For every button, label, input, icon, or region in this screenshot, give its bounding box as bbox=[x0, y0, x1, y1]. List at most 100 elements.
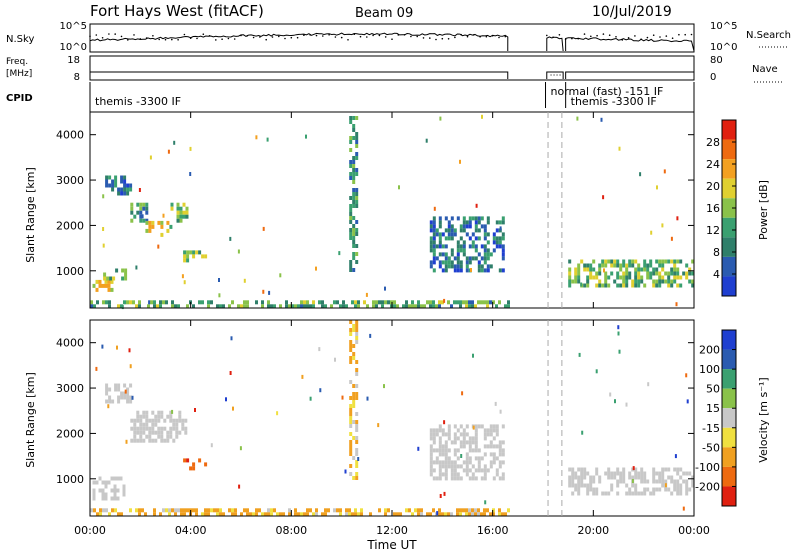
power-cell-9 bbox=[471, 300, 474, 305]
velocity-cell-6 bbox=[417, 512, 420, 517]
power-cell-9 bbox=[372, 300, 375, 305]
velocity-cell-5 bbox=[586, 491, 590, 496]
power-cell-2 bbox=[111, 183, 115, 188]
velocity-cell-6 bbox=[288, 508, 291, 513]
velocity-cell-5 bbox=[688, 487, 692, 492]
power-cell-8 bbox=[589, 263, 593, 268]
plot-title: Fort Hays West (fitACF) bbox=[90, 2, 264, 20]
power-cell-6 bbox=[198, 250, 202, 255]
velocity-colorbar-segment bbox=[722, 447, 736, 467]
velocity-speck bbox=[460, 454, 463, 458]
power-cell-9 bbox=[129, 300, 132, 305]
velocity-speck bbox=[194, 408, 196, 412]
power-cell-9 bbox=[435, 304, 438, 309]
velocity-cell-6 bbox=[348, 508, 351, 513]
power-cell-7 bbox=[459, 268, 463, 273]
power-cell-7 bbox=[501, 268, 505, 273]
power-cell-8 bbox=[658, 271, 662, 276]
velocity-cell-6 bbox=[129, 508, 132, 513]
velocity-cell-4 bbox=[489, 424, 493, 429]
velocity-cell-2 bbox=[163, 418, 167, 423]
power-cell-3 bbox=[145, 210, 149, 215]
power-cell-9 bbox=[405, 304, 408, 309]
velocity-cell-7 bbox=[349, 348, 353, 352]
velocity-cell-6 bbox=[501, 512, 504, 517]
velocity-colorbar-segment bbox=[722, 369, 736, 389]
velocity-cell-4 bbox=[444, 448, 448, 453]
velocity-cell-7 bbox=[349, 412, 353, 416]
velocity-cell-4 bbox=[489, 432, 493, 437]
power-cell-8 bbox=[661, 263, 665, 268]
power-cell-9 bbox=[105, 300, 108, 305]
power-cell-7 bbox=[429, 264, 433, 269]
nsky-dot bbox=[646, 36, 649, 39]
power-cell-8 bbox=[592, 275, 596, 280]
power-cell-7 bbox=[474, 248, 478, 253]
power-speck bbox=[149, 155, 152, 160]
power-cell-0 bbox=[110, 287, 114, 292]
velocity-cell-6 bbox=[387, 508, 390, 513]
velocity-colorbar-tick-label: -15 bbox=[702, 422, 720, 435]
power-speck bbox=[384, 286, 386, 291]
power-cell-7 bbox=[459, 224, 463, 229]
nsky-dot bbox=[378, 34, 381, 37]
velocity-cell-4 bbox=[486, 428, 490, 433]
velocity-cell-6 bbox=[456, 512, 459, 517]
velocity-cell-6 bbox=[315, 508, 318, 513]
velocity-cell-5 bbox=[685, 471, 689, 476]
power-cell-8 bbox=[598, 283, 602, 288]
power-cell-8 bbox=[631, 259, 635, 264]
power-speck bbox=[425, 138, 428, 143]
velocity-cell-1 bbox=[123, 383, 127, 388]
velocity-heatmap bbox=[90, 320, 695, 517]
power-cell-8 bbox=[622, 259, 626, 264]
velocity-cell-4 bbox=[468, 476, 472, 481]
power-cell-10 bbox=[352, 228, 356, 232]
velocity-cell-7 bbox=[355, 340, 359, 344]
nsky-dot bbox=[416, 35, 419, 38]
nsky-dot bbox=[372, 34, 374, 37]
freq-segment-2 bbox=[565, 71, 695, 79]
velocity-cell-6 bbox=[504, 512, 507, 517]
velocity-cell-2 bbox=[175, 426, 179, 431]
velocity-cell-6 bbox=[336, 508, 339, 513]
power-cell-9 bbox=[108, 300, 111, 305]
velocity-cell-5 bbox=[634, 475, 638, 480]
power-cell-9 bbox=[240, 304, 243, 309]
y-tick-label-velocity: 3000 bbox=[56, 382, 84, 395]
velocity-speck bbox=[309, 396, 312, 401]
velocity-cell-6 bbox=[183, 512, 186, 517]
power-cell-8 bbox=[568, 267, 572, 272]
power-speck bbox=[475, 203, 478, 208]
power-cell-6 bbox=[186, 250, 190, 255]
velocity-cell-4 bbox=[429, 464, 433, 469]
power-cell-9 bbox=[132, 300, 135, 305]
power-cell-5 bbox=[179, 206, 183, 211]
velocity-cell-4 bbox=[465, 440, 469, 445]
velocity-cell-2 bbox=[178, 430, 182, 435]
power-cell-7 bbox=[441, 244, 445, 249]
power-cell-7 bbox=[468, 224, 472, 229]
velocity-cell-6 bbox=[297, 512, 300, 517]
power-cell-7 bbox=[486, 216, 490, 221]
power-cell-8 bbox=[688, 267, 692, 272]
x-tick-label: 12:00 bbox=[376, 524, 408, 537]
velocity-cell-6 bbox=[477, 512, 480, 517]
velocity-cell-7 bbox=[352, 384, 356, 388]
velocity-cell-2 bbox=[151, 426, 155, 431]
power-cell-7 bbox=[444, 236, 448, 241]
power-cell-0 bbox=[107, 287, 111, 292]
velocity-cell-4 bbox=[471, 464, 475, 469]
velocity-cell-5 bbox=[580, 467, 584, 472]
power-cell-8 bbox=[601, 259, 605, 264]
power-cell-9 bbox=[339, 304, 342, 309]
velocity-cell-6 bbox=[417, 508, 420, 513]
velocity-cell-5 bbox=[640, 475, 644, 480]
power-cell-7 bbox=[471, 232, 475, 237]
velocity-colorbar-tick-label: 100 bbox=[699, 363, 720, 376]
power-cell-2 bbox=[120, 179, 124, 184]
power-cell-2 bbox=[123, 191, 127, 196]
velocity-cell-4 bbox=[489, 440, 493, 445]
nsky-dot bbox=[252, 36, 255, 39]
velocity-cell-5 bbox=[577, 491, 581, 496]
